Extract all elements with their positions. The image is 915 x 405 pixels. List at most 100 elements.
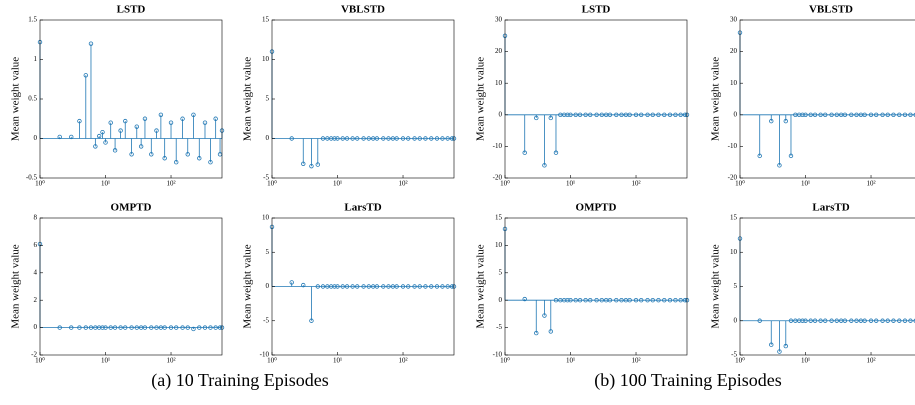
y-axis-label: Mean weight value [710, 57, 722, 141]
axes-frame [504, 217, 688, 356]
stem-marker [208, 325, 213, 330]
y-tick-label: 5 [266, 95, 270, 103]
stem-marker [213, 325, 218, 330]
plot-area [269, 224, 457, 323]
stem-marker [619, 298, 624, 303]
stem-marker [842, 318, 848, 323]
stem-marker [202, 120, 208, 125]
stem-marker [583, 112, 588, 117]
stem-marker [154, 325, 159, 330]
x-tick-label: 10⁰ [267, 357, 277, 365]
y-tick-label: -5 [263, 316, 269, 324]
stem-marker [854, 112, 859, 117]
y-tick-label: 0 [499, 296, 503, 304]
stem-marker [874, 318, 879, 323]
stem-marker [149, 152, 154, 157]
stem-marker [108, 120, 113, 125]
stem-marker [673, 112, 678, 117]
y-tick-label: 0 [734, 316, 738, 324]
stem-marker [862, 112, 867, 117]
stem-marker [849, 112, 854, 117]
y-tick-label: 30 [730, 16, 738, 24]
stem-marker [639, 298, 644, 303]
stem-marker [355, 136, 360, 141]
stem-marker [112, 325, 118, 330]
y-tick-label: 0.5 [28, 95, 37, 103]
stem-marker [88, 325, 94, 330]
stem-marker [118, 325, 123, 330]
stem-marker [197, 325, 202, 330]
stem-marker [83, 325, 88, 330]
stem-marker [445, 136, 450, 141]
y-tick-label: 0 [34, 323, 38, 331]
stem-marker [522, 296, 527, 302]
x-tick-label: 10¹ [101, 357, 110, 365]
stem-marker [381, 136, 386, 141]
stem-marker [885, 112, 890, 117]
stem-marker [913, 318, 915, 323]
axes-frame [39, 217, 223, 356]
stem-marker [885, 318, 890, 323]
stem-marker [823, 112, 828, 117]
stem-marker [381, 284, 386, 289]
stem-marker [834, 112, 839, 117]
stem-marker [406, 136, 411, 141]
stem-marker [542, 163, 547, 168]
y-tick-label: 0 [266, 282, 270, 290]
stem-marker [583, 298, 588, 303]
stem-marker [340, 284, 345, 289]
stem-marker [553, 150, 559, 155]
stem-marker [386, 284, 391, 289]
stem-marker [678, 298, 683, 303]
stem-marker [154, 128, 159, 133]
y-tick-label: 2 [34, 296, 38, 304]
stem-marker [417, 284, 422, 289]
stem-marker [568, 112, 573, 117]
stem-marker [627, 298, 632, 303]
axes-frame [271, 19, 455, 179]
stem-marker [301, 161, 306, 166]
y-tick-label: -0.5 [26, 174, 38, 182]
stem-marker [429, 284, 434, 289]
panel-title: VBLSTD [809, 4, 853, 16]
stem-marker [301, 282, 306, 288]
stem-marker [908, 112, 913, 117]
stem-marker [588, 112, 593, 117]
stem-marker [808, 318, 813, 323]
stem-marker [777, 349, 782, 354]
stem-marker [69, 134, 74, 140]
stem-marker [344, 136, 350, 141]
stem-marker [440, 136, 445, 141]
x-tick-label: 10² [866, 180, 875, 188]
axes-frame [739, 217, 915, 356]
stem-marker [874, 112, 879, 117]
stem-marker [149, 325, 154, 330]
plot-area [502, 33, 690, 168]
y-tick-label: -20 [728, 174, 738, 182]
stem-marker [823, 318, 828, 323]
x-tick-label: 10¹ [566, 357, 575, 365]
stem-marker [842, 112, 848, 117]
caption: (a) 10 Training Episodes [151, 370, 329, 391]
stem-marker [400, 136, 406, 141]
x-tick-label: 10¹ [333, 357, 342, 365]
stem-marker [577, 112, 583, 117]
x-tick-label: 10¹ [333, 180, 342, 188]
stem-marker [880, 112, 885, 117]
stem-marker [103, 140, 108, 145]
stem-marker [812, 112, 818, 117]
stem-marker [849, 318, 854, 323]
stem-marker [667, 298, 673, 303]
panel-title: LSTD [582, 4, 611, 16]
x-tick-label: 10¹ [801, 180, 810, 188]
stem-marker [662, 112, 667, 117]
stem-marker [366, 284, 371, 289]
stem-marker [350, 284, 355, 289]
axes-frame [39, 19, 223, 179]
y-tick-label: -5 [496, 323, 502, 331]
stem-marker [123, 118, 128, 124]
y-tick-label: 0 [734, 110, 738, 118]
y-tick-label: 5 [734, 282, 738, 290]
stem-marker [434, 136, 440, 141]
